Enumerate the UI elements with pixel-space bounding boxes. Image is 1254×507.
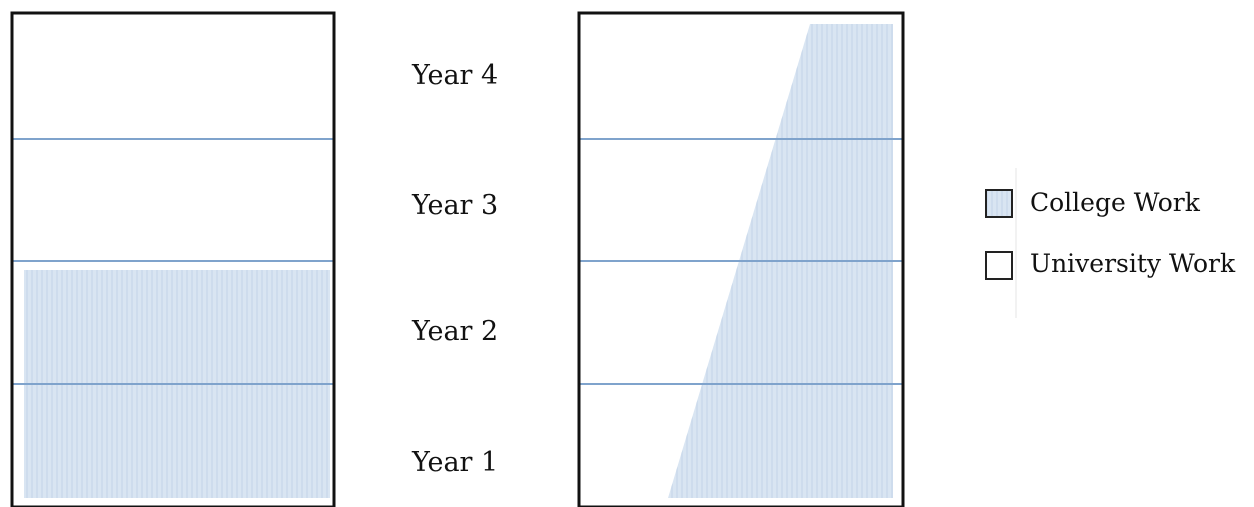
legend-college-label: College Work xyxy=(1030,188,1201,217)
legend-university-swatch xyxy=(985,251,1013,280)
diagram-left xyxy=(10,11,336,507)
year-label-2: Year 2 xyxy=(411,316,498,347)
frame-right xyxy=(577,11,905,507)
legend: College Work University Work xyxy=(985,168,1236,318)
frame-left xyxy=(10,11,336,507)
year-label-1: Year 1 xyxy=(411,447,498,478)
legend-university-label: University Work xyxy=(1030,249,1236,278)
year-label-3: Year 3 xyxy=(411,190,498,221)
year-label-4: Year 4 xyxy=(411,60,498,91)
year-labels: Year 4 Year 3 Year 2 Year 1 xyxy=(411,60,498,478)
diagram-right xyxy=(577,11,905,507)
legend-college-swatch xyxy=(985,189,1013,218)
